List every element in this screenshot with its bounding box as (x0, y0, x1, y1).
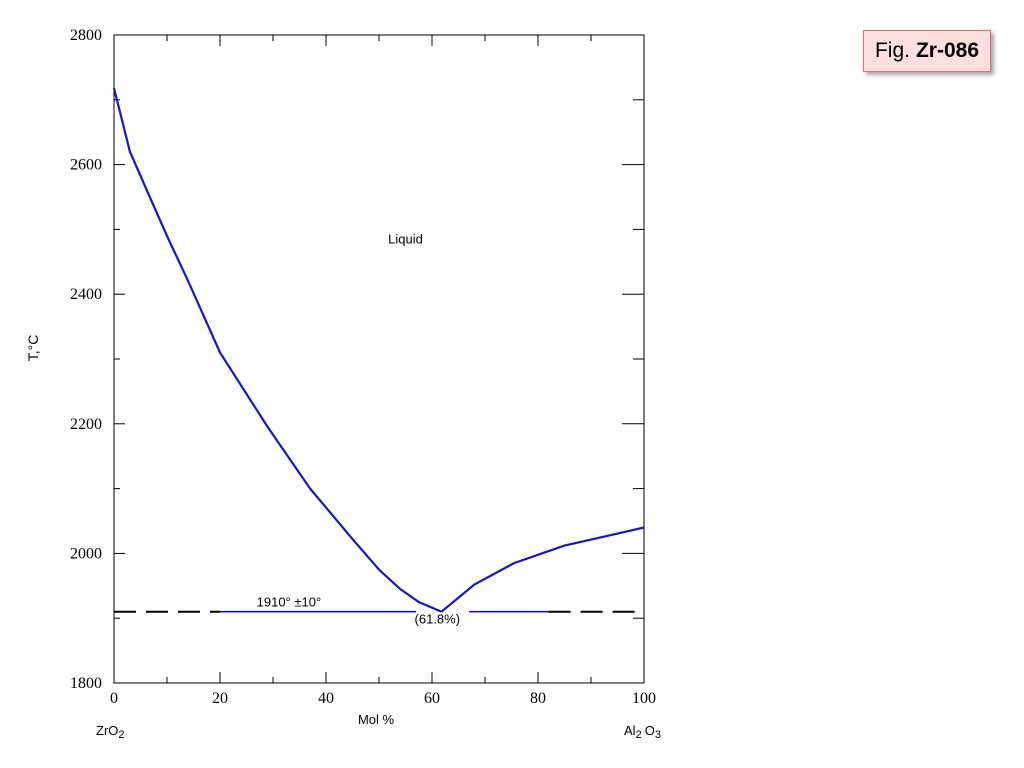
y-tick-label: 2400 (70, 286, 102, 303)
y-tick-label: 2600 (70, 157, 102, 174)
x-tick-label: 80 (530, 690, 546, 707)
x-axis-label: Mol % (358, 712, 395, 727)
y-tick-label: 2200 (70, 416, 102, 433)
eutectic-temperature-label: 1910° ±10° (257, 595, 322, 610)
figure-label-id: Zr-086 (915, 39, 980, 62)
label-layer: T,°C Mol % ZrO2 Al2 O3 Liquid 1910° ±10° … (25, 232, 661, 741)
x-tick-label: 0 (110, 690, 118, 707)
y-axis-label: T,°C (25, 335, 41, 362)
liquid-region-label: Liquid (388, 232, 423, 247)
plot-frame (113, 34, 645, 684)
axes-layer: 0 20 40 60 80 100 1800 2000 2200 2400 2600 2800 (70, 27, 656, 707)
eutectic-composition-label: (61.8%) (415, 611, 461, 626)
x-tick-label: 100 (632, 690, 656, 707)
x-tick-label: 60 (424, 690, 440, 707)
series-layer (112, 87, 645, 613)
liquidus-line-0 (112, 87, 442, 613)
y-tick-label: 2800 (70, 27, 102, 44)
left-endmember-label: ZrO2 (96, 723, 125, 741)
figure-label: Fig. Zr-086 (863, 30, 991, 72)
x-tick-label: 20 (212, 690, 228, 707)
liquidus-line-1 (440, 526, 645, 613)
y-tick-label: 1800 (70, 675, 102, 692)
x-tick-label: 40 (318, 690, 334, 707)
right-endmember-label: Al2 O3 (624, 723, 661, 741)
figure-label-prefix: Fig. (874, 39, 910, 62)
y-tick-label: 2000 (70, 545, 102, 562)
